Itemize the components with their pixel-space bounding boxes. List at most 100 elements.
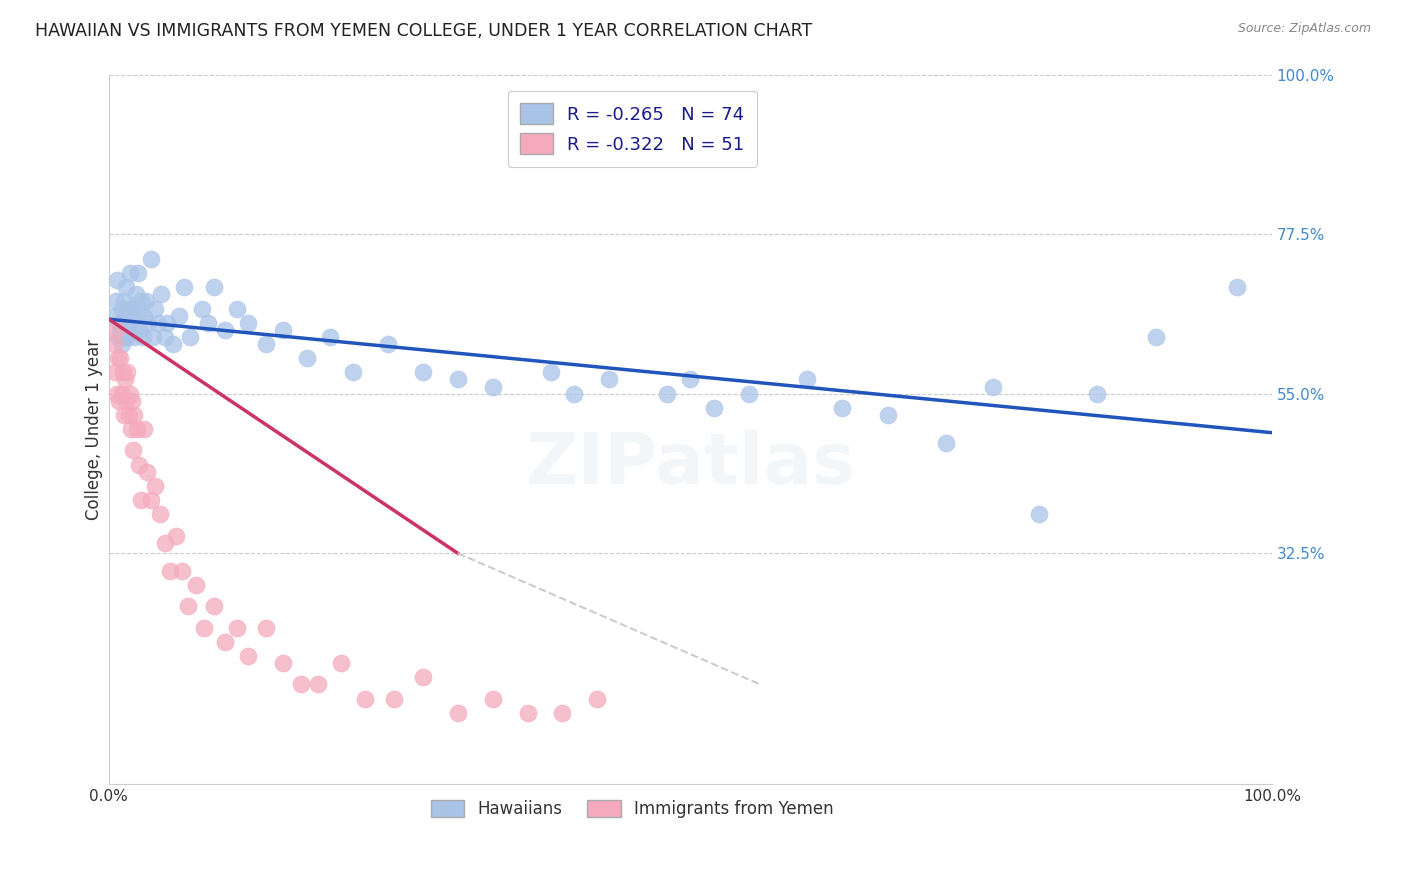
Point bbox=[142, 330, 165, 344]
Point bbox=[516, 706, 538, 720]
Point bbox=[107, 351, 129, 366]
Point bbox=[139, 252, 162, 266]
Point bbox=[110, 323, 132, 337]
Point bbox=[111, 301, 134, 316]
Point bbox=[112, 330, 135, 344]
Point bbox=[145, 301, 167, 316]
Point bbox=[145, 479, 167, 493]
Point bbox=[162, 337, 184, 351]
Point bbox=[981, 379, 1004, 393]
Point bbox=[382, 691, 405, 706]
Point bbox=[128, 323, 150, 337]
Point bbox=[132, 309, 155, 323]
Point bbox=[117, 301, 139, 316]
Point bbox=[132, 422, 155, 436]
Point bbox=[1087, 386, 1109, 401]
Point bbox=[214, 323, 236, 337]
Point bbox=[124, 330, 146, 344]
Point bbox=[108, 393, 131, 408]
Point bbox=[122, 443, 145, 458]
Point bbox=[1144, 330, 1167, 344]
Point bbox=[120, 422, 142, 436]
Point bbox=[412, 365, 434, 379]
Point bbox=[172, 564, 194, 578]
Point bbox=[214, 635, 236, 649]
Point bbox=[139, 493, 162, 508]
Point bbox=[108, 316, 131, 330]
Text: HAWAIIAN VS IMMIGRANTS FROM YEMEN COLLEGE, UNDER 1 YEAR CORRELATION CHART: HAWAIIAN VS IMMIGRANTS FROM YEMEN COLLEG… bbox=[35, 22, 813, 40]
Point bbox=[330, 656, 353, 670]
Point bbox=[447, 372, 470, 386]
Point bbox=[104, 294, 127, 309]
Point bbox=[353, 691, 375, 706]
Point bbox=[104, 323, 127, 337]
Point bbox=[111, 365, 134, 379]
Point bbox=[290, 677, 312, 691]
Point bbox=[110, 351, 132, 366]
Point bbox=[225, 301, 247, 316]
Point bbox=[193, 621, 215, 635]
Point bbox=[118, 323, 141, 337]
Point bbox=[114, 309, 136, 323]
Point bbox=[703, 401, 725, 415]
Point bbox=[124, 408, 146, 422]
Point bbox=[159, 564, 181, 578]
Point bbox=[551, 706, 574, 720]
Point bbox=[118, 266, 141, 280]
Point bbox=[679, 372, 702, 386]
Point bbox=[124, 287, 146, 301]
Point bbox=[107, 330, 129, 344]
Point bbox=[118, 386, 141, 401]
Point bbox=[117, 408, 139, 422]
Point bbox=[122, 301, 145, 316]
Point bbox=[121, 316, 143, 330]
Point bbox=[307, 677, 329, 691]
Point bbox=[112, 294, 135, 309]
Point bbox=[737, 386, 759, 401]
Point bbox=[111, 386, 134, 401]
Point bbox=[225, 621, 247, 635]
Point bbox=[138, 316, 160, 330]
Point bbox=[115, 323, 138, 337]
Point bbox=[131, 294, 153, 309]
Point bbox=[125, 316, 148, 330]
Point bbox=[103, 337, 125, 351]
Point bbox=[125, 422, 148, 436]
Point bbox=[1028, 507, 1050, 521]
Point bbox=[131, 330, 153, 344]
Point bbox=[935, 436, 957, 450]
Point bbox=[146, 316, 169, 330]
Point bbox=[447, 706, 470, 720]
Point bbox=[877, 408, 900, 422]
Point bbox=[481, 379, 503, 393]
Point bbox=[149, 507, 172, 521]
Point bbox=[165, 528, 187, 542]
Point bbox=[136, 465, 159, 479]
Point bbox=[238, 649, 260, 664]
Legend: Hawaiians, Immigrants from Yemen: Hawaiians, Immigrants from Yemen bbox=[425, 794, 841, 825]
Point bbox=[153, 535, 176, 549]
Point bbox=[167, 309, 190, 323]
Point bbox=[295, 351, 318, 366]
Point bbox=[131, 493, 153, 508]
Point bbox=[173, 280, 195, 294]
Point bbox=[111, 316, 134, 330]
Point bbox=[156, 316, 179, 330]
Point bbox=[103, 309, 125, 323]
Point bbox=[273, 323, 295, 337]
Point bbox=[153, 330, 176, 344]
Point bbox=[177, 599, 200, 614]
Point bbox=[121, 393, 143, 408]
Text: Source: ZipAtlas.com: Source: ZipAtlas.com bbox=[1237, 22, 1371, 36]
Point bbox=[1226, 280, 1249, 294]
Point bbox=[540, 365, 562, 379]
Point bbox=[796, 372, 818, 386]
Point bbox=[128, 458, 150, 472]
Point bbox=[377, 337, 399, 351]
Point bbox=[150, 287, 173, 301]
Point bbox=[191, 301, 214, 316]
Point bbox=[104, 365, 127, 379]
Point bbox=[319, 330, 342, 344]
Point bbox=[655, 386, 678, 401]
Point bbox=[412, 670, 434, 684]
